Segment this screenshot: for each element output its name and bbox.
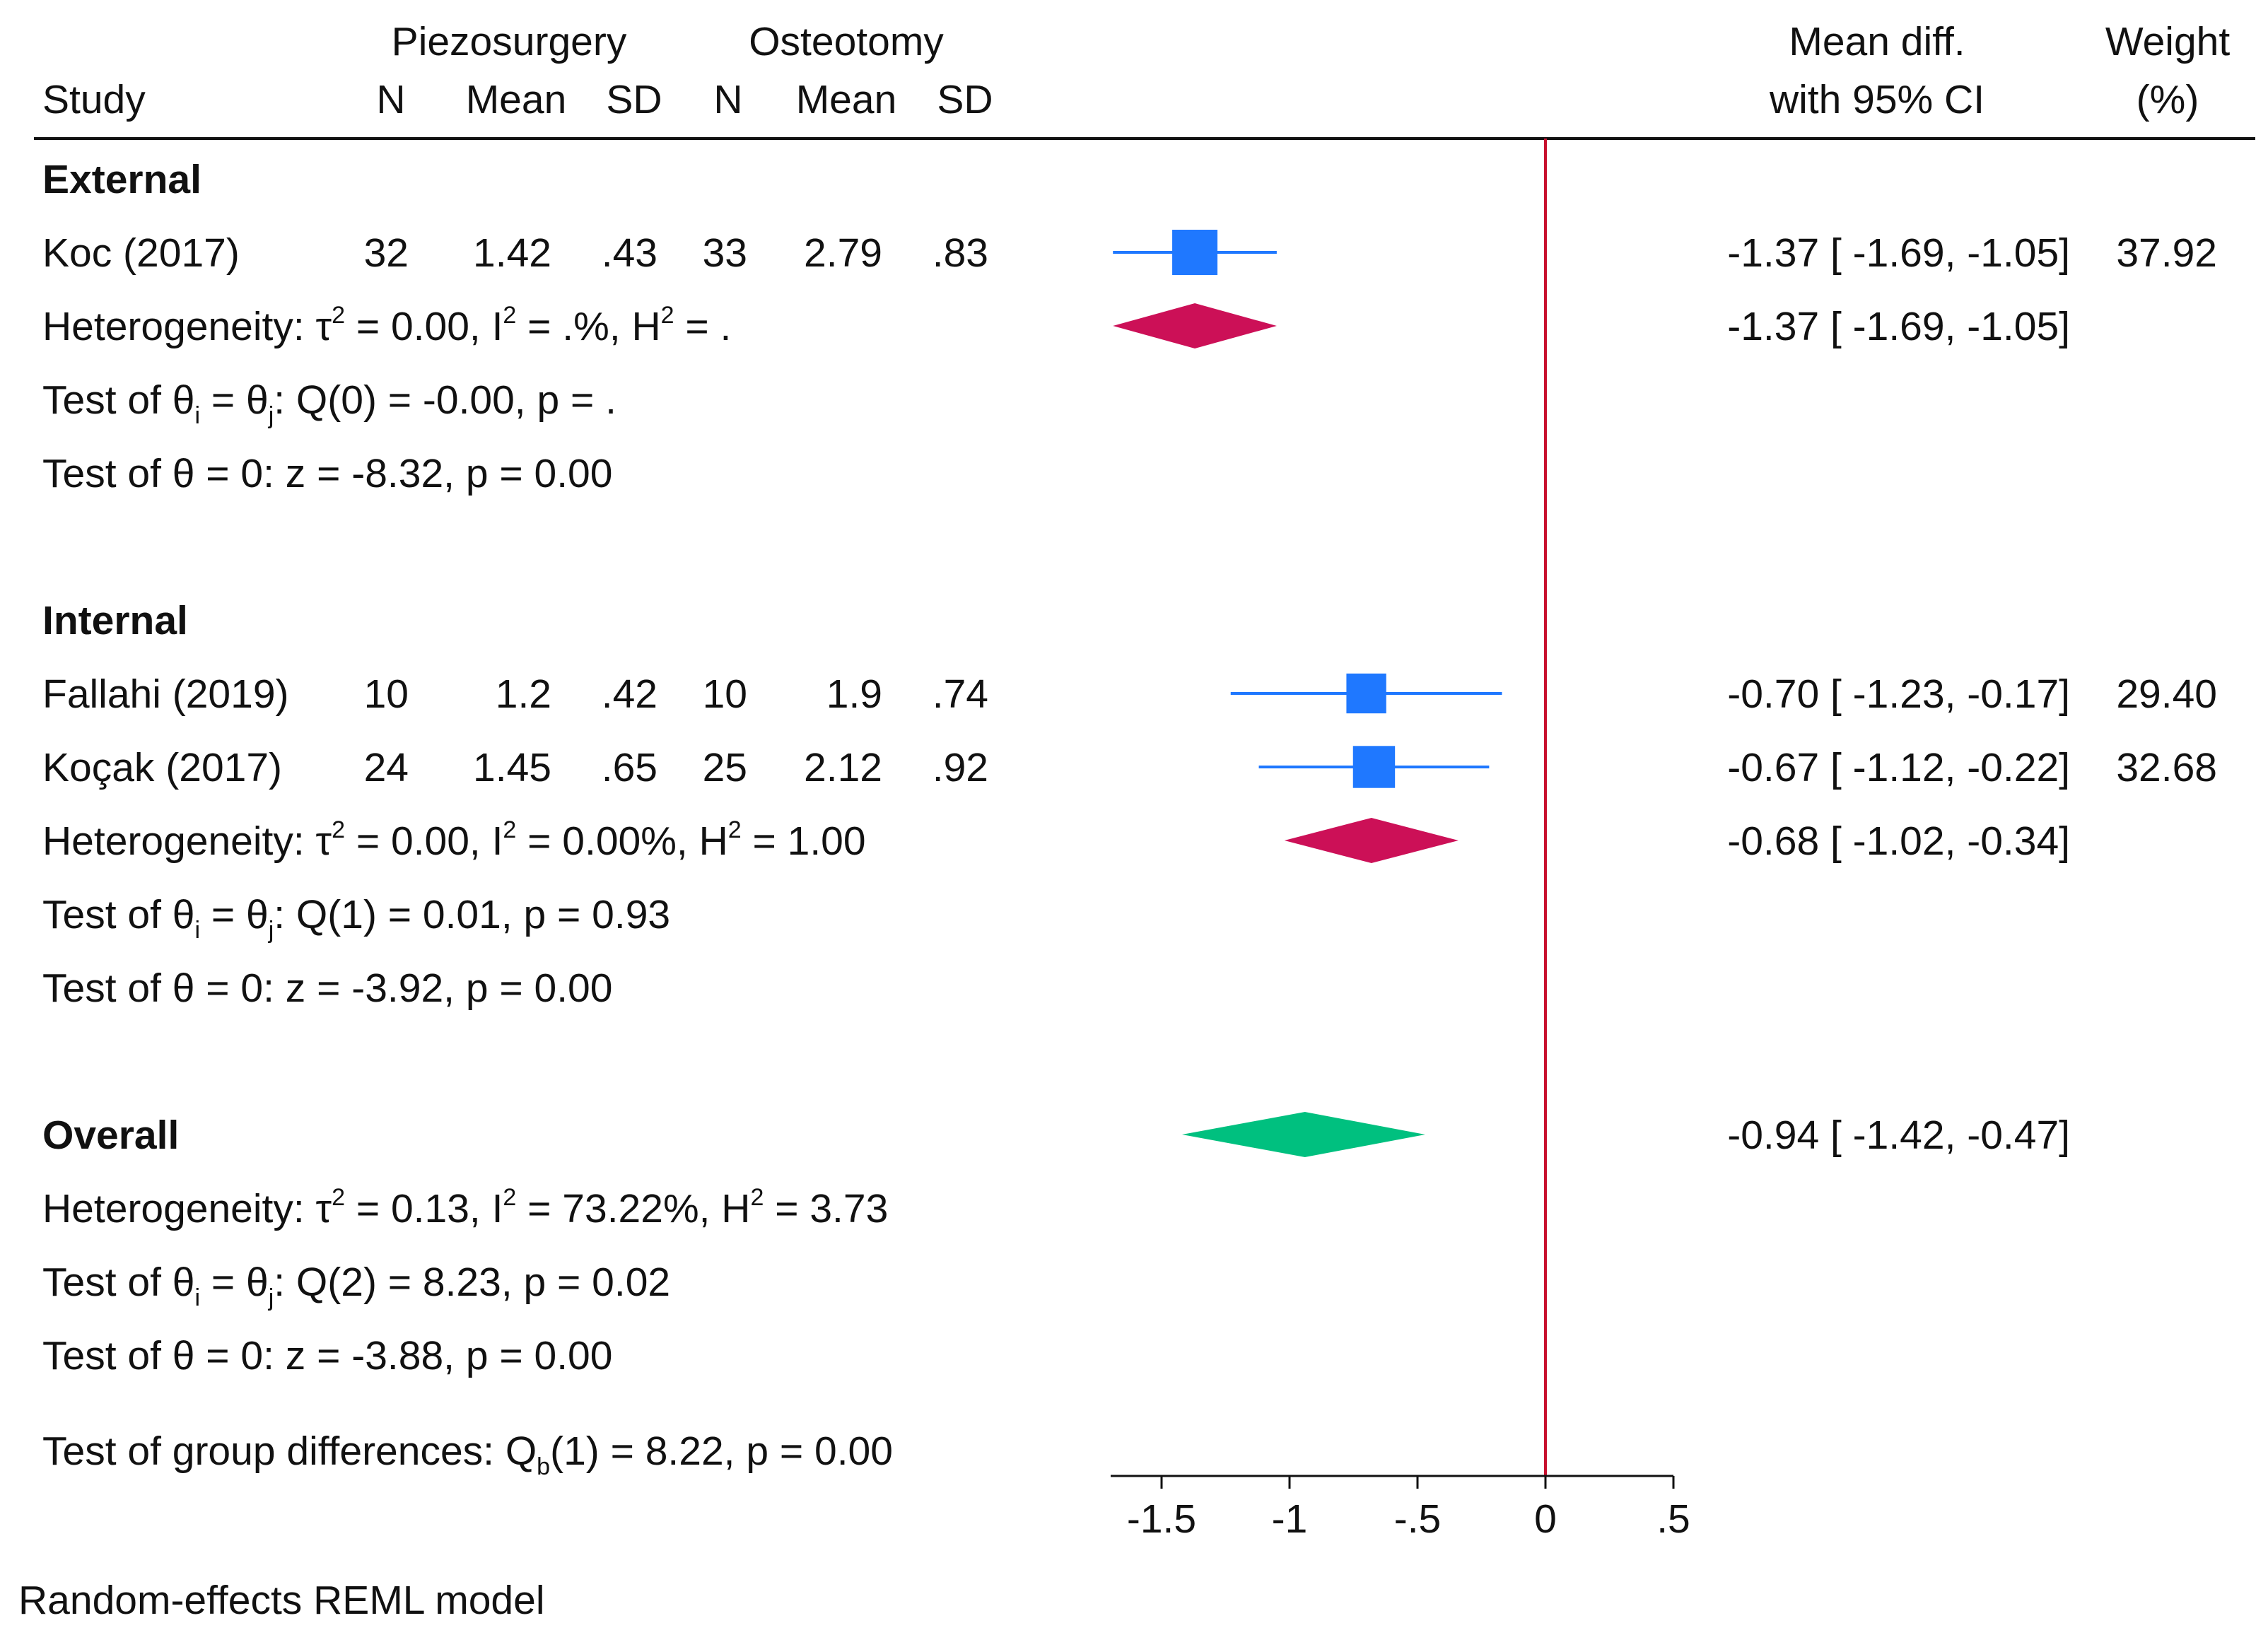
subgroup-2-study-2-mean2: 2.12 (804, 745, 882, 790)
header-n1: N (376, 77, 405, 122)
subgroup-1-study-1-marker (1172, 230, 1218, 275)
subgroup-1-study-1-sd1: .43 (602, 230, 657, 276)
header-mean1: Mean (466, 77, 567, 122)
header-sd1: SD (606, 77, 662, 122)
header-study: Study (42, 77, 146, 122)
subgroup-1-study-1-mean1: 1.42 (473, 230, 551, 276)
subgroup-2-study-1-sd2: .74 (933, 672, 988, 717)
header-group2: Osteotomy (749, 19, 944, 64)
subgroup-2-study-1-weight: 29.40 (2116, 672, 2217, 717)
subgroup-2-z-test: Test of θ = 0: z = -3.92, p = 0.00 (42, 966, 612, 1011)
subgroup-2-q-test: Test of θi = θj: Q(1) = 0.01, p = 0.93 (42, 892, 670, 944)
subgroup-2-study-1-ci-text: -0.70 [ -1.23, -0.17] (1727, 672, 2070, 717)
header-effect-line2: with 95% CI (1769, 77, 1984, 122)
header-weight-line1: Weight (2105, 19, 2231, 64)
subgroup-1-study-1-name: Koc (2017) (42, 230, 240, 276)
subgroup-1-heterogeneity: Heterogeneity: τ2 = 0.00, I2 = .%, H2 = … (42, 302, 731, 349)
subgroup-2-study-2-n1: 24 (364, 745, 409, 790)
subgroup-1-study-1-sd2: .83 (933, 230, 988, 276)
header-weight-line2: (%) (2137, 77, 2199, 122)
subgroup-2-pooled-ci-text: -0.68 [ -1.02, -0.34] (1727, 819, 2070, 864)
x-axis: -1.5 -1 -.5 0 .5 Random-effects REML model (18, 1475, 1690, 1623)
x-tick-label: -.5 (1394, 1496, 1442, 1542)
header-group1: Piezosurgery (392, 19, 627, 64)
header-sd2: SD (937, 77, 993, 122)
subgroup-2-study-2-sd2: .92 (933, 745, 988, 790)
group-differences-test: Test of group differences: Qb(1) = 8.22,… (42, 1429, 893, 1480)
table-header: Piezosurgery Osteotomy Study N Mean SD N… (42, 19, 2230, 122)
overall-z-test: Test of θ = 0: z = -3.88, p = 0.00 (42, 1333, 612, 1378)
header-effect-line1: Mean diff. (1789, 19, 1965, 64)
subgroup-2-study-1-mean2: 1.9 (826, 672, 882, 717)
subgroup-2-heterogeneity: Heterogeneity: τ2 = 0.00, I2 = 0.00%, H2… (42, 816, 866, 864)
subgroup-2-study-1-name: Fallahi (2019) (42, 672, 289, 717)
subgroup-1-label: External (42, 157, 201, 202)
subgroup-1-pooled-ci-text: -1.37 [ -1.69, -1.05] (1727, 304, 2070, 349)
subgroup-2-study-2-n2: 25 (703, 745, 747, 790)
x-tick-label: .5 (1656, 1496, 1690, 1542)
x-tick-label: -1.5 (1127, 1496, 1196, 1542)
subgroup-2-label: Internal (42, 598, 188, 643)
subgroup-1-pooled-diamond (1113, 303, 1277, 348)
overall-heterogeneity: Heterogeneity: τ2 = 0.13, I2 = 73.22%, H… (42, 1184, 888, 1231)
subgroup-1-study-1-weight: 37.92 (2116, 230, 2217, 276)
subgroup-2-study-1-marker (1346, 673, 1386, 714)
subgroup-2-study-2-marker (1352, 746, 1396, 788)
overall-ci-text: -0.94 [ -1.42, -0.47] (1727, 1113, 2070, 1158)
subgroup-2-study-2-name: Koçak (2017) (42, 745, 282, 790)
subgroup-2-study-1-mean1: 1.2 (496, 672, 551, 717)
subgroup-2-study-2-mean1: 1.45 (473, 745, 551, 790)
subgroup-2-study-2-weight: 32.68 (2116, 745, 2217, 790)
subgroup-1-study-1-n1: 32 (364, 230, 409, 276)
x-tick-label: -1 (1272, 1496, 1308, 1542)
subgroup-2-study-1-n1: 10 (364, 672, 409, 717)
subgroup-1-study-1-n2: 33 (703, 230, 747, 276)
header-mean2: Mean (796, 77, 897, 122)
subgroup-2-study-2-ci-text: -0.67 [ -1.12, -0.22] (1727, 745, 2070, 790)
overall-diamond (1181, 1112, 1425, 1157)
subgroup-2-pooled-diamond (1284, 818, 1459, 863)
x-tick-label: 0 (1534, 1496, 1557, 1542)
subgroup-1-study-1-ci-text: -1.37 [ -1.69, -1.05] (1727, 230, 2070, 276)
subgroup-1-z-test: Test of θ = 0: z = -8.32, p = 0.00 (42, 451, 612, 496)
forest-rows: External Koc (2017) 32 1.42 .43 33 2.79 .83 -1.3… (42, 139, 2217, 1480)
model-note: Random-effects REML model (18, 1578, 544, 1623)
subgroup-1-q-test: Test of θi = θj: Q(0) = -0.00, p = . (42, 377, 616, 429)
overall-label: Overall (42, 1113, 179, 1158)
subgroup-1-study-1-mean2: 2.79 (804, 230, 882, 276)
header-n2: N (713, 77, 742, 122)
subgroup-2-study-2-sd1: .65 (602, 745, 657, 790)
overall-q-test: Test of θi = θj: Q(2) = 8.23, p = 0.02 (42, 1260, 670, 1311)
subgroup-2-study-1-n2: 10 (703, 672, 747, 717)
subgroup-2-study-1-sd1: .42 (602, 672, 657, 717)
